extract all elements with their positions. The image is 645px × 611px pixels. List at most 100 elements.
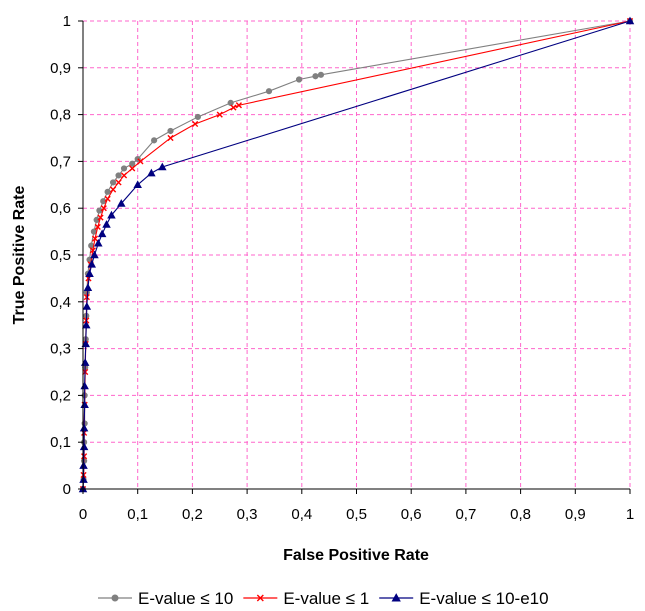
data-point-triangle bbox=[90, 250, 99, 259]
data-point-x bbox=[100, 205, 107, 212]
data-point-circle bbox=[227, 99, 234, 107]
data-point-x-stroke bbox=[230, 104, 237, 111]
legend-item-1: E-value ≤ 10 bbox=[98, 589, 233, 608]
x-tick-label: 0,5 bbox=[346, 506, 367, 523]
data-point-triangle bbox=[97, 229, 107, 238]
y-tick-label: 0,3 bbox=[50, 341, 71, 358]
data-point-x-stroke bbox=[109, 186, 117, 193]
data-point-x-stroke bbox=[167, 134, 174, 142]
axes bbox=[78, 20, 631, 494]
y-tick-label: 1 bbox=[63, 13, 71, 30]
data-point-circle bbox=[194, 113, 201, 121]
data-point-circle bbox=[167, 127, 174, 135]
data-point-circle bbox=[317, 71, 325, 78]
data-point-triangle bbox=[87, 259, 97, 268]
data-point-triangle bbox=[391, 593, 401, 602]
y-tick-label: 0,1 bbox=[50, 434, 71, 451]
tick-labels: 0 0,1 0,2 0,3 0,4 0,5 0,6 0,7 0,8 0,9 1 0 0,1 0,2 0,3 0… bbox=[50, 13, 634, 523]
series-layer bbox=[78, 16, 635, 493]
data-point-triangle bbox=[133, 180, 142, 189]
data-point-circle bbox=[111, 594, 119, 602]
data-point-circle bbox=[115, 172, 122, 179]
data-point-x-stroke bbox=[120, 172, 128, 179]
data-point-circle bbox=[295, 76, 303, 83]
y-tick-label: 0,5 bbox=[50, 247, 71, 264]
data-point-triangle bbox=[625, 16, 635, 25]
data-point-circle bbox=[104, 188, 111, 195]
x-axis-title: False Positive Rate bbox=[283, 547, 429, 564]
data-point-x-stroke bbox=[100, 205, 107, 212]
y-tick-label: 0,8 bbox=[50, 107, 71, 124]
y-tick-label: 0,2 bbox=[50, 387, 71, 404]
data-point-x-stroke bbox=[97, 214, 104, 221]
series-3 bbox=[78, 16, 635, 493]
y-tick-label: 0,9 bbox=[50, 60, 71, 77]
legend-label: E-value ≤ 10-e10 bbox=[419, 589, 548, 608]
legend-label: E-value ≤ 10 bbox=[138, 589, 233, 608]
data-point-x bbox=[230, 104, 237, 111]
data-point-x bbox=[192, 120, 199, 128]
grid-lines bbox=[83, 20, 631, 489]
y-tick-label: 0,6 bbox=[50, 200, 71, 217]
legend-label: E-value ≤ 1 bbox=[283, 589, 369, 608]
x-tick-label: 0,6 bbox=[401, 506, 422, 523]
data-point-triangle bbox=[79, 475, 88, 483]
data-point-circle bbox=[120, 165, 128, 172]
data-point-x-stroke bbox=[115, 179, 122, 186]
x-tick-label: 0,7 bbox=[455, 506, 476, 523]
x-tick-label: 0,2 bbox=[182, 506, 203, 523]
data-point-x-stroke bbox=[256, 594, 264, 602]
data-point-triangle bbox=[81, 339, 90, 348]
data-point-x-stroke bbox=[91, 235, 99, 242]
data-point-triangle bbox=[83, 283, 93, 291]
data-point-triangle bbox=[79, 423, 89, 432]
x-tick-label: 0,4 bbox=[291, 506, 312, 523]
data-point-x-stroke bbox=[216, 111, 223, 118]
data-point-triangle bbox=[158, 162, 167, 171]
data-point-circle bbox=[129, 160, 136, 167]
data-point-triangle bbox=[107, 210, 116, 219]
data-point-x bbox=[120, 172, 128, 179]
data-point-x-stroke bbox=[129, 165, 136, 172]
data-point-x bbox=[235, 102, 242, 109]
x-tick-label: 0,8 bbox=[510, 506, 531, 523]
x-tick-label: 0,1 bbox=[127, 506, 148, 523]
data-point-circle bbox=[109, 179, 117, 186]
data-point-x-stroke bbox=[94, 223, 101, 231]
data-point-x bbox=[94, 223, 101, 231]
legend-item-3: E-value ≤ 10-e10 bbox=[379, 589, 549, 608]
legend-item-2: E-value ≤ 1 bbox=[243, 589, 369, 608]
y-tick-label: 0,4 bbox=[50, 294, 71, 311]
legend: E-value ≤ 10 E-value ≤ 1 E-value ≤ 10-e10 bbox=[98, 589, 549, 608]
data-point-x bbox=[104, 195, 111, 202]
y-tick-label: 0 bbox=[63, 481, 71, 498]
data-point-triangle bbox=[85, 269, 94, 277]
data-point-circle bbox=[312, 73, 319, 80]
data-point-x-stroke bbox=[192, 120, 199, 128]
data-point-x-stroke bbox=[235, 102, 242, 109]
x-tick-label: 1 bbox=[626, 506, 634, 523]
data-point-x-stroke bbox=[89, 247, 96, 254]
data-point-triangle bbox=[82, 320, 91, 329]
y-axis-title: True Positive Rate bbox=[11, 186, 28, 325]
x-tick-label: 0 bbox=[79, 506, 87, 523]
data-point-circle bbox=[265, 88, 273, 95]
data-point-x bbox=[109, 186, 117, 193]
x-tick-label: 0,9 bbox=[565, 506, 586, 523]
data-point-x-stroke bbox=[137, 158, 144, 165]
data-point-circle bbox=[151, 137, 158, 144]
data-point-x bbox=[216, 111, 223, 118]
data-point-x bbox=[91, 235, 99, 242]
x-tick-label: 0,3 bbox=[237, 506, 258, 523]
data-point-triangle bbox=[117, 199, 126, 207]
data-point-triangle bbox=[79, 442, 89, 451]
data-point-triangle bbox=[82, 302, 92, 310]
data-point-triangle bbox=[147, 168, 156, 177]
data-point-x bbox=[115, 179, 122, 186]
data-point-triangle bbox=[79, 461, 88, 469]
data-point-x-stroke bbox=[104, 195, 111, 202]
data-point-triangle bbox=[94, 238, 103, 247]
